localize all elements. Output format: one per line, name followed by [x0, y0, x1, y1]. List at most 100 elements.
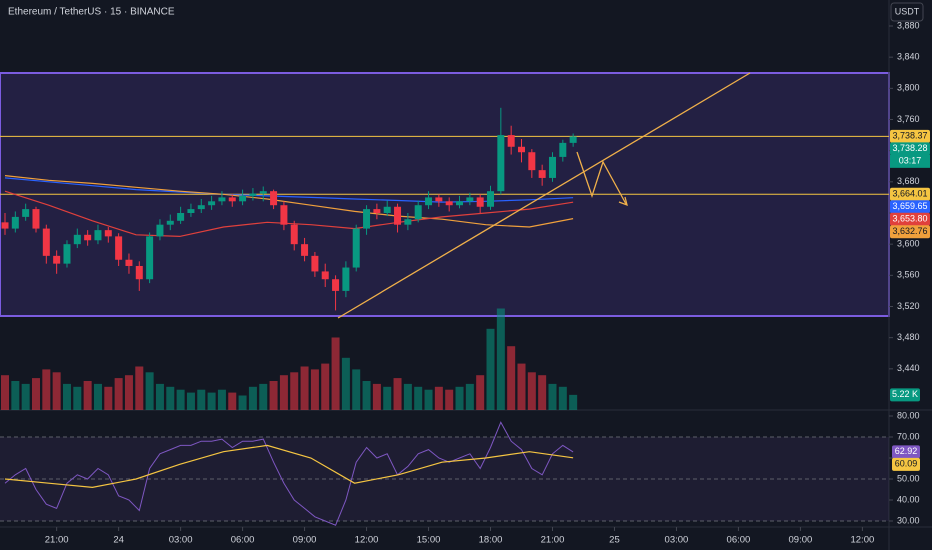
x-tick-label: 24: [113, 535, 124, 546]
candle-body: [290, 224, 298, 245]
arrow-head: [618, 196, 628, 207]
x-tick-label: 25: [609, 535, 620, 546]
x-tick-label: 21:00: [45, 535, 69, 546]
candle-body: [425, 197, 433, 206]
volume-bar: [1, 375, 9, 410]
volume-bar: [259, 383, 268, 410]
volume-label: 5.22 K: [892, 389, 918, 399]
candle-body: [311, 255, 319, 272]
candle-body: [507, 135, 515, 147]
volume-bar: [52, 372, 61, 410]
volume-bar: [331, 337, 340, 410]
candle-body: [321, 271, 329, 280]
volume-bar: [238, 395, 247, 410]
candle-body: [363, 209, 371, 229]
volume-bar: [352, 369, 361, 410]
candle-body: [166, 220, 174, 225]
volume-bar: [465, 383, 474, 410]
currency-button[interactable]: [890, 2, 924, 22]
candle-body: [487, 191, 495, 207]
rsi-label: 60.09: [895, 459, 918, 469]
rsi-label-box: [892, 457, 920, 471]
y-tick-label: 3,480: [897, 332, 920, 342]
volume-bar: [11, 381, 20, 410]
volume-bar: [527, 372, 536, 410]
candle-body: [404, 219, 412, 225]
volume-bar: [372, 383, 381, 410]
x-tick-label: 06:00: [231, 535, 255, 546]
price-label: 3,738.28: [892, 143, 927, 153]
candle-body: [445, 201, 453, 206]
x-tick-label: 21:00: [541, 535, 565, 546]
price-label-box: [890, 225, 930, 239]
candle-body: [94, 230, 102, 241]
chart-title: Ethereum / TetherUS · 15 · BINANCE: [8, 7, 175, 18]
price-label: 3,659.65: [892, 201, 927, 211]
volume-bar: [341, 357, 350, 410]
candle-body: [497, 135, 505, 192]
rsi-label-box: [892, 445, 920, 459]
volume-bar: [569, 394, 578, 410]
volume-label-box: [890, 388, 920, 402]
rsi-tick-label: 80.00: [897, 410, 920, 420]
rsi-ma-line: [4, 444, 574, 489]
y-tick-label: 3,800: [897, 83, 920, 93]
moving-average: [4, 190, 574, 238]
x-tick-label: 12:00: [355, 535, 379, 546]
volume-bar: [186, 392, 195, 410]
candle-body: [538, 170, 546, 178]
candle-body: [104, 230, 112, 237]
volume-bar: [279, 375, 288, 410]
candle-body: [476, 197, 484, 207]
price-label-box: [890, 212, 930, 226]
x-tick-label: 12:00: [850, 535, 874, 546]
volume-bar: [207, 392, 216, 410]
moving-average: [4, 175, 574, 228]
volume-bar: [73, 386, 82, 410]
candle-body: [352, 228, 360, 268]
volume-bar: [104, 386, 113, 410]
rsi-tick-label: 40.00: [897, 494, 920, 504]
volume-bar: [228, 392, 237, 410]
volume-bar: [217, 389, 226, 410]
candle-body: [239, 195, 247, 202]
volume-bar: [558, 386, 567, 410]
candle-body: [73, 234, 81, 245]
volume-bar: [434, 386, 443, 410]
rsi-tick-label: 50.00: [897, 473, 920, 483]
candle-body: [125, 259, 133, 266]
price-label-box: [890, 129, 930, 143]
candle-body: [270, 191, 278, 206]
candle-body: [249, 193, 257, 196]
volume-bar: [42, 369, 51, 410]
candle-body: [63, 244, 71, 264]
volume-bar: [517, 363, 526, 410]
candle-body: [146, 236, 154, 280]
volume-bar: [269, 381, 278, 410]
volume-bar: [486, 328, 495, 410]
trend-line: [337, 72, 751, 319]
currency-label[interactable]: USDT: [895, 6, 920, 16]
candle-body: [208, 201, 216, 206]
y-tick-label: 3,680: [897, 176, 920, 186]
candle-body: [197, 205, 205, 210]
candle-body: [373, 209, 381, 213]
candle-body: [383, 206, 391, 213]
x-tick-label: 03:00: [169, 535, 193, 546]
y-tick-label: 3,880: [897, 20, 920, 30]
candle-body: [1, 222, 9, 229]
candle-body: [84, 234, 92, 241]
volume-bar: [538, 375, 547, 410]
price-label: 3,632.76: [892, 226, 927, 236]
volume-bar: [135, 366, 144, 410]
volume-bar: [383, 386, 392, 410]
volume-bar: [310, 369, 319, 410]
volume-bar: [507, 346, 516, 410]
x-tick-label: 09:00: [293, 535, 317, 546]
volume-bar: [155, 383, 164, 410]
y-tick-label: 3,840: [897, 52, 920, 62]
candle-body: [42, 228, 50, 256]
y-tick-label: 3,520: [897, 301, 920, 311]
plot-area: [0, 107, 889, 526]
candle-body: [280, 205, 288, 225]
